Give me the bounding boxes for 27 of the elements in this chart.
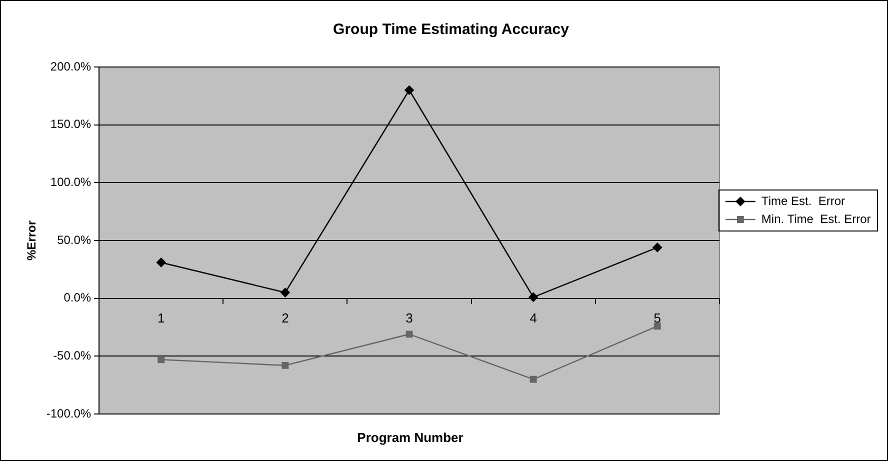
point xyxy=(282,362,289,369)
point xyxy=(530,376,537,383)
point xyxy=(654,322,661,330)
x-tick-label: 5 xyxy=(654,310,662,326)
y-tick-label: 100.0% xyxy=(50,174,92,189)
y-tick-label: 0.0% xyxy=(64,290,92,305)
y-tick-label: 50.0% xyxy=(57,232,92,247)
legend-label: Time Est. Error xyxy=(761,194,845,208)
y-tick-label: -50.0% xyxy=(53,348,92,362)
x-tick-label: 4 xyxy=(530,310,537,326)
point xyxy=(528,292,538,302)
point xyxy=(280,288,290,298)
y-tick-label: 200.0% xyxy=(50,59,92,74)
point xyxy=(404,85,414,95)
x-tick-label: 1 xyxy=(158,310,165,326)
y-tick-label: 150.0% xyxy=(50,117,92,132)
point xyxy=(406,330,413,338)
x-tick-label: 3 xyxy=(406,310,413,326)
point xyxy=(156,258,166,268)
chart-title: Group Time Estimating Accuracy xyxy=(333,21,570,38)
point xyxy=(652,242,662,252)
y-axis-title: %Error xyxy=(24,220,39,261)
x-axis-title: Program Number xyxy=(357,430,464,445)
point xyxy=(158,356,165,364)
x-tick-label: 2 xyxy=(282,310,289,326)
legend-label: Min. Time Est. Error xyxy=(761,212,871,226)
y-tick-label: -100.0% xyxy=(46,406,92,420)
